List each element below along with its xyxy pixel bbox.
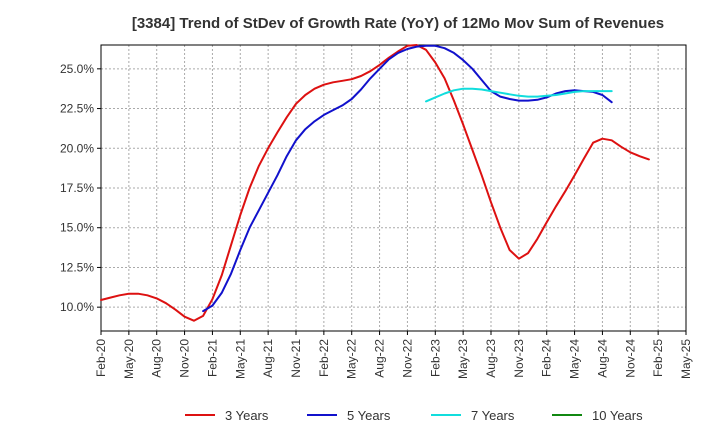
- y-tick-label: 25.0%: [60, 62, 94, 76]
- x-tick-label: Aug-20: [150, 339, 164, 378]
- y-tick-label: 17.5%: [60, 181, 94, 195]
- x-tick-label: May-23: [456, 339, 470, 379]
- x-tick-label: Aug-24: [595, 339, 609, 378]
- series-line-3-years: [100, 44, 650, 322]
- series-lines: [100, 44, 650, 322]
- legend-label: 10 Years: [592, 408, 643, 423]
- y-axis: 10.0% 12.5% 15.0% 17.5% 20.0% 22.5% 25.0%: [60, 62, 101, 314]
- chart-title: [3384] Trend of StDev of Growth Rate (Yo…: [132, 15, 664, 32]
- x-tick-label: Nov-24: [623, 339, 637, 378]
- x-tick-label: Feb-22: [317, 339, 331, 377]
- y-tick-label: 20.0%: [60, 141, 94, 155]
- x-axis: Feb-20 May-20 Aug-20 Nov-20 Feb-21 May-21 Aug-…: [94, 331, 693, 379]
- x-tick-label: Feb-23: [428, 339, 442, 377]
- x-tick-label: May-24: [568, 339, 582, 379]
- x-tick-label: Nov-23: [512, 339, 526, 378]
- x-tick-label: May-22: [345, 339, 359, 379]
- x-tick-label: Feb-24: [540, 339, 554, 377]
- y-tick-label: 12.5%: [60, 260, 94, 274]
- x-tick-label: Nov-22: [400, 339, 414, 378]
- y-tick-label: 22.5%: [60, 102, 94, 116]
- series-line-5-years: [202, 44, 613, 313]
- x-tick-label: May-20: [122, 339, 136, 379]
- x-tick-label: Aug-23: [484, 339, 498, 378]
- x-tick-label: May-25: [679, 339, 693, 379]
- series-line-7-years: [425, 87, 613, 103]
- grid: [100, 45, 687, 331]
- x-tick-label: May-21: [233, 339, 247, 379]
- x-tick-label: Aug-21: [261, 339, 275, 378]
- x-tick-label: Feb-20: [94, 339, 108, 377]
- x-tick-label: Nov-21: [289, 339, 303, 378]
- legend-label: 7 Years: [471, 408, 515, 423]
- x-tick-label: Feb-25: [651, 339, 665, 377]
- y-tick-label: 15.0%: [60, 221, 94, 235]
- x-tick-label: Aug-22: [373, 339, 387, 378]
- legend-label: 5 Years: [347, 408, 391, 423]
- x-tick-label: Feb-21: [205, 339, 219, 377]
- y-tick-label: 10.0%: [60, 300, 94, 314]
- legend-label: 3 Years: [225, 408, 269, 423]
- legend: 3 Years 5 Years 7 Years 10 Years: [185, 408, 643, 423]
- x-tick-label: Nov-20: [178, 339, 192, 378]
